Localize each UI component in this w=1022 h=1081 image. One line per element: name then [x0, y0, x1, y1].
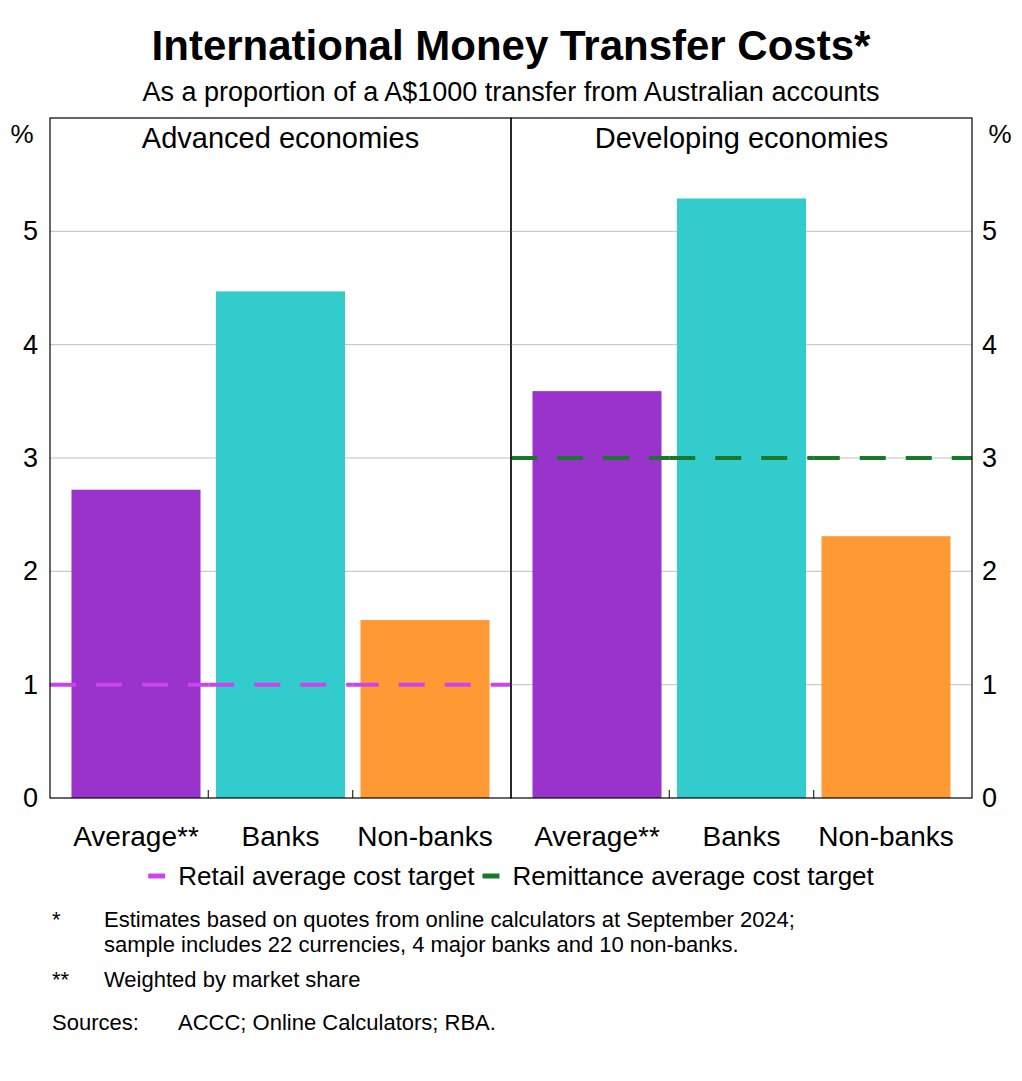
y-tick-label: 0: [23, 783, 38, 813]
y-tick-label: 4: [982, 330, 997, 360]
note-marker: **: [52, 967, 70, 992]
note-line: sample includes 22 currencies, 4 major b…: [104, 932, 739, 957]
legend-swatch: [148, 874, 165, 879]
panel-title: Advanced economies: [142, 122, 419, 154]
legend-label: Retail average cost target: [178, 861, 475, 891]
marks: [511, 198, 972, 798]
note-line: Weighted by market share: [104, 967, 360, 992]
x-tick-label: Average**: [73, 821, 199, 852]
bar: [677, 198, 806, 798]
target-line: [511, 456, 669, 460]
marks: [50, 291, 511, 798]
note-marker: *: [52, 907, 61, 932]
bar: [360, 620, 489, 798]
bar: [532, 391, 661, 798]
x-tick-label: Average**: [534, 821, 660, 852]
target-line: [208, 683, 353, 687]
y-tick-label: 2: [23, 556, 38, 586]
target-line: [669, 456, 814, 460]
y-tick-label: 3: [23, 443, 38, 473]
category-tick: [669, 790, 670, 798]
legend-swatch: [482, 874, 499, 879]
y-tick-label: 1: [23, 670, 38, 700]
y-tick-label: 2: [982, 556, 997, 586]
panel-frame: [50, 118, 511, 798]
y-unit-label: %: [988, 119, 1011, 149]
target-line: [50, 683, 208, 687]
category-tick: [813, 790, 814, 798]
x-tick-label: Non-banks: [818, 821, 953, 852]
y-tick-label: 1: [982, 670, 997, 700]
y-unit-label: %: [10, 119, 33, 149]
notes: * Estimates based on quotes from online c…: [52, 907, 795, 1035]
panel-title: Developing economies: [595, 122, 888, 154]
category-tick: [208, 790, 209, 798]
note-line: Estimates based on quotes from online ca…: [104, 907, 795, 932]
y-tick-label: 3: [982, 443, 997, 473]
y-tick-label: 5: [982, 216, 997, 246]
x-tick-label: Banks: [703, 821, 781, 852]
background: [0, 0, 1022, 1081]
bar: [216, 291, 345, 798]
chart: International Money Transfer Costs* As a …: [0, 0, 1022, 1081]
grid-line: [50, 231, 511, 232]
x-tick-label: Non-banks: [357, 821, 492, 852]
y-tick-label: 5: [23, 216, 38, 246]
panel: 0 1 2 3 4 5% Developing economies Average** Bank…: [511, 118, 1012, 852]
legend-label: Remittance average cost target: [512, 861, 874, 891]
title: International Money Transfer Costs*: [152, 22, 871, 69]
sources-text: ACCC; Online Calculators; RBA.: [178, 1010, 496, 1035]
bar: [71, 490, 200, 798]
note-text: Weighted by market share: [104, 967, 360, 992]
category-tick: [352, 790, 353, 798]
target-line: [353, 683, 511, 687]
bar: [821, 536, 950, 798]
x-tick-label: Banks: [242, 821, 320, 852]
y-tick-label: 4: [23, 330, 38, 360]
subtitle: As a proportion of a A$1000 transfer fro…: [143, 77, 880, 107]
target-line: [814, 456, 972, 460]
y-tick-label: 0: [982, 783, 997, 813]
panel: 0 1 2 3 4 5% Advanced economies Average** Banks N…: [10, 118, 511, 852]
note-text: Estimates based on quotes from online ca…: [104, 907, 795, 957]
sources-label: Sources:: [52, 1010, 139, 1035]
panel-frame: [511, 118, 972, 798]
legend: Retail average cost target Remittance ave…: [148, 861, 874, 891]
